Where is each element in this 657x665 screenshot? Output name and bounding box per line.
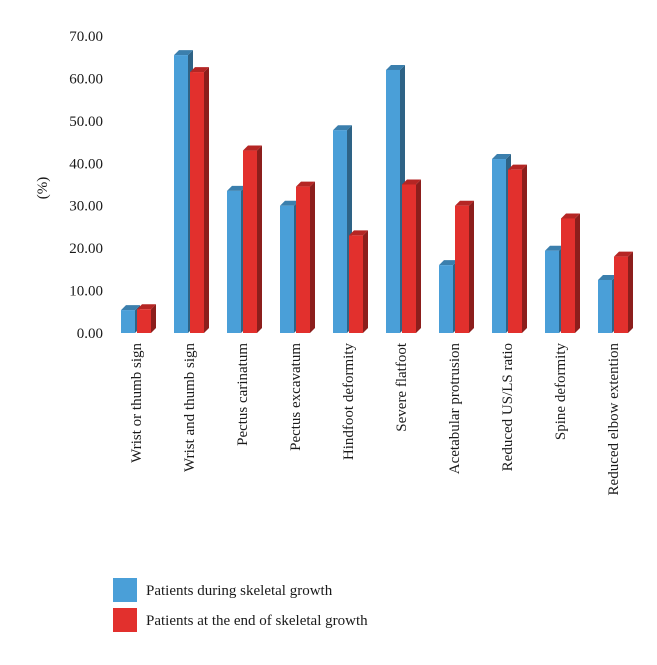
bar-top xyxy=(386,64,405,70)
bar-top xyxy=(137,304,156,310)
category-label: Pectus excavatum xyxy=(288,343,304,451)
category-label: Reduced US/LS ratio xyxy=(500,343,516,471)
y-axis-label: (%) xyxy=(35,177,51,200)
legend-label: Patients at the end of skeletal growth xyxy=(146,613,368,629)
bar-front xyxy=(386,69,400,333)
y-axis-label-group: (%) xyxy=(35,177,51,200)
bar-top xyxy=(455,200,474,206)
bar-top xyxy=(492,154,511,160)
bars xyxy=(121,50,633,334)
bar-front xyxy=(455,205,469,333)
y-tick-label: 30.00 xyxy=(69,199,103,215)
bar-top xyxy=(296,181,315,187)
bar-side xyxy=(628,251,633,333)
bar-top xyxy=(598,274,617,280)
bar xyxy=(190,67,209,334)
bar-front xyxy=(296,186,310,333)
legend-swatch xyxy=(113,578,137,602)
category-label: Wrist and thumb sign xyxy=(182,343,198,472)
bar-top xyxy=(174,50,193,56)
bar-side xyxy=(151,304,156,333)
bar-front xyxy=(333,130,347,333)
bar-top xyxy=(614,251,633,257)
legend-swatch xyxy=(113,608,137,632)
bar xyxy=(243,145,262,333)
category-label: Reduced elbow extention xyxy=(606,343,622,496)
bar-side xyxy=(469,200,474,333)
bar xyxy=(614,251,633,333)
bar-front xyxy=(508,169,522,333)
bar-top xyxy=(190,67,209,73)
bar-side xyxy=(363,230,368,333)
bar-side xyxy=(257,145,262,333)
bar-front xyxy=(121,310,135,333)
y-tick-label: 0.00 xyxy=(77,326,103,342)
bar-front xyxy=(190,72,204,334)
bar-front xyxy=(280,205,294,333)
bar-top xyxy=(227,185,246,191)
bar-side xyxy=(416,179,421,333)
bar xyxy=(455,200,474,333)
bar-front xyxy=(349,235,363,333)
bar-top xyxy=(243,145,262,151)
bar xyxy=(333,125,352,333)
bar-front xyxy=(492,159,506,333)
category-label: Pectus carinatum xyxy=(235,343,251,446)
y-tick-label: 70.00 xyxy=(69,29,103,45)
category-label: Severe flatfoot xyxy=(394,342,410,432)
bar-top xyxy=(121,305,140,311)
y-tick-label: 20.00 xyxy=(69,241,103,257)
bar-front xyxy=(227,190,241,333)
y-tick-label: 50.00 xyxy=(69,114,103,130)
y-axis-ticks: 0.00 10.00 20.00 30.00 40.00 50.00 60.00 70.00 xyxy=(69,29,103,342)
bar-side xyxy=(204,67,209,334)
category-labels: Wrist or thumb sign Wrist and thumb sign P… xyxy=(129,342,622,495)
bar xyxy=(349,230,368,333)
bar xyxy=(561,213,580,333)
bar-top xyxy=(508,164,527,170)
bar-front xyxy=(561,218,575,333)
bar-front xyxy=(439,265,453,333)
y-tick-label: 60.00 xyxy=(69,71,103,87)
bar-front xyxy=(174,55,188,333)
bar-front xyxy=(598,279,612,333)
bar-front xyxy=(545,250,559,333)
bar-top xyxy=(561,213,580,219)
bar-top xyxy=(280,200,299,206)
bar-front xyxy=(402,184,416,333)
bar-top xyxy=(333,125,352,131)
bar xyxy=(137,304,156,333)
category-label: Hindfoot deformity xyxy=(341,343,357,461)
bar xyxy=(296,181,315,333)
bar-side xyxy=(310,181,315,333)
bar xyxy=(402,179,421,333)
category-label: Acetabular protrusion xyxy=(447,343,463,475)
bar-top xyxy=(402,179,421,185)
bar-front xyxy=(614,256,628,333)
legend: Patients during skeletal growth Patients … xyxy=(113,578,368,632)
bar-top xyxy=(439,260,458,266)
bar xyxy=(508,164,527,333)
y-tick-label: 10.00 xyxy=(69,284,103,300)
bar-side xyxy=(522,164,527,333)
category-label: Wrist or thumb sign xyxy=(129,343,145,463)
bar-top xyxy=(349,230,368,236)
bar-side xyxy=(575,213,580,333)
y-tick-label: 40.00 xyxy=(69,156,103,172)
category-label: Spine deformity xyxy=(553,343,569,441)
legend-label: Patients during skeletal growth xyxy=(146,583,333,599)
bar-front xyxy=(137,309,151,333)
bar-top xyxy=(545,245,564,251)
bar-front xyxy=(243,150,257,333)
